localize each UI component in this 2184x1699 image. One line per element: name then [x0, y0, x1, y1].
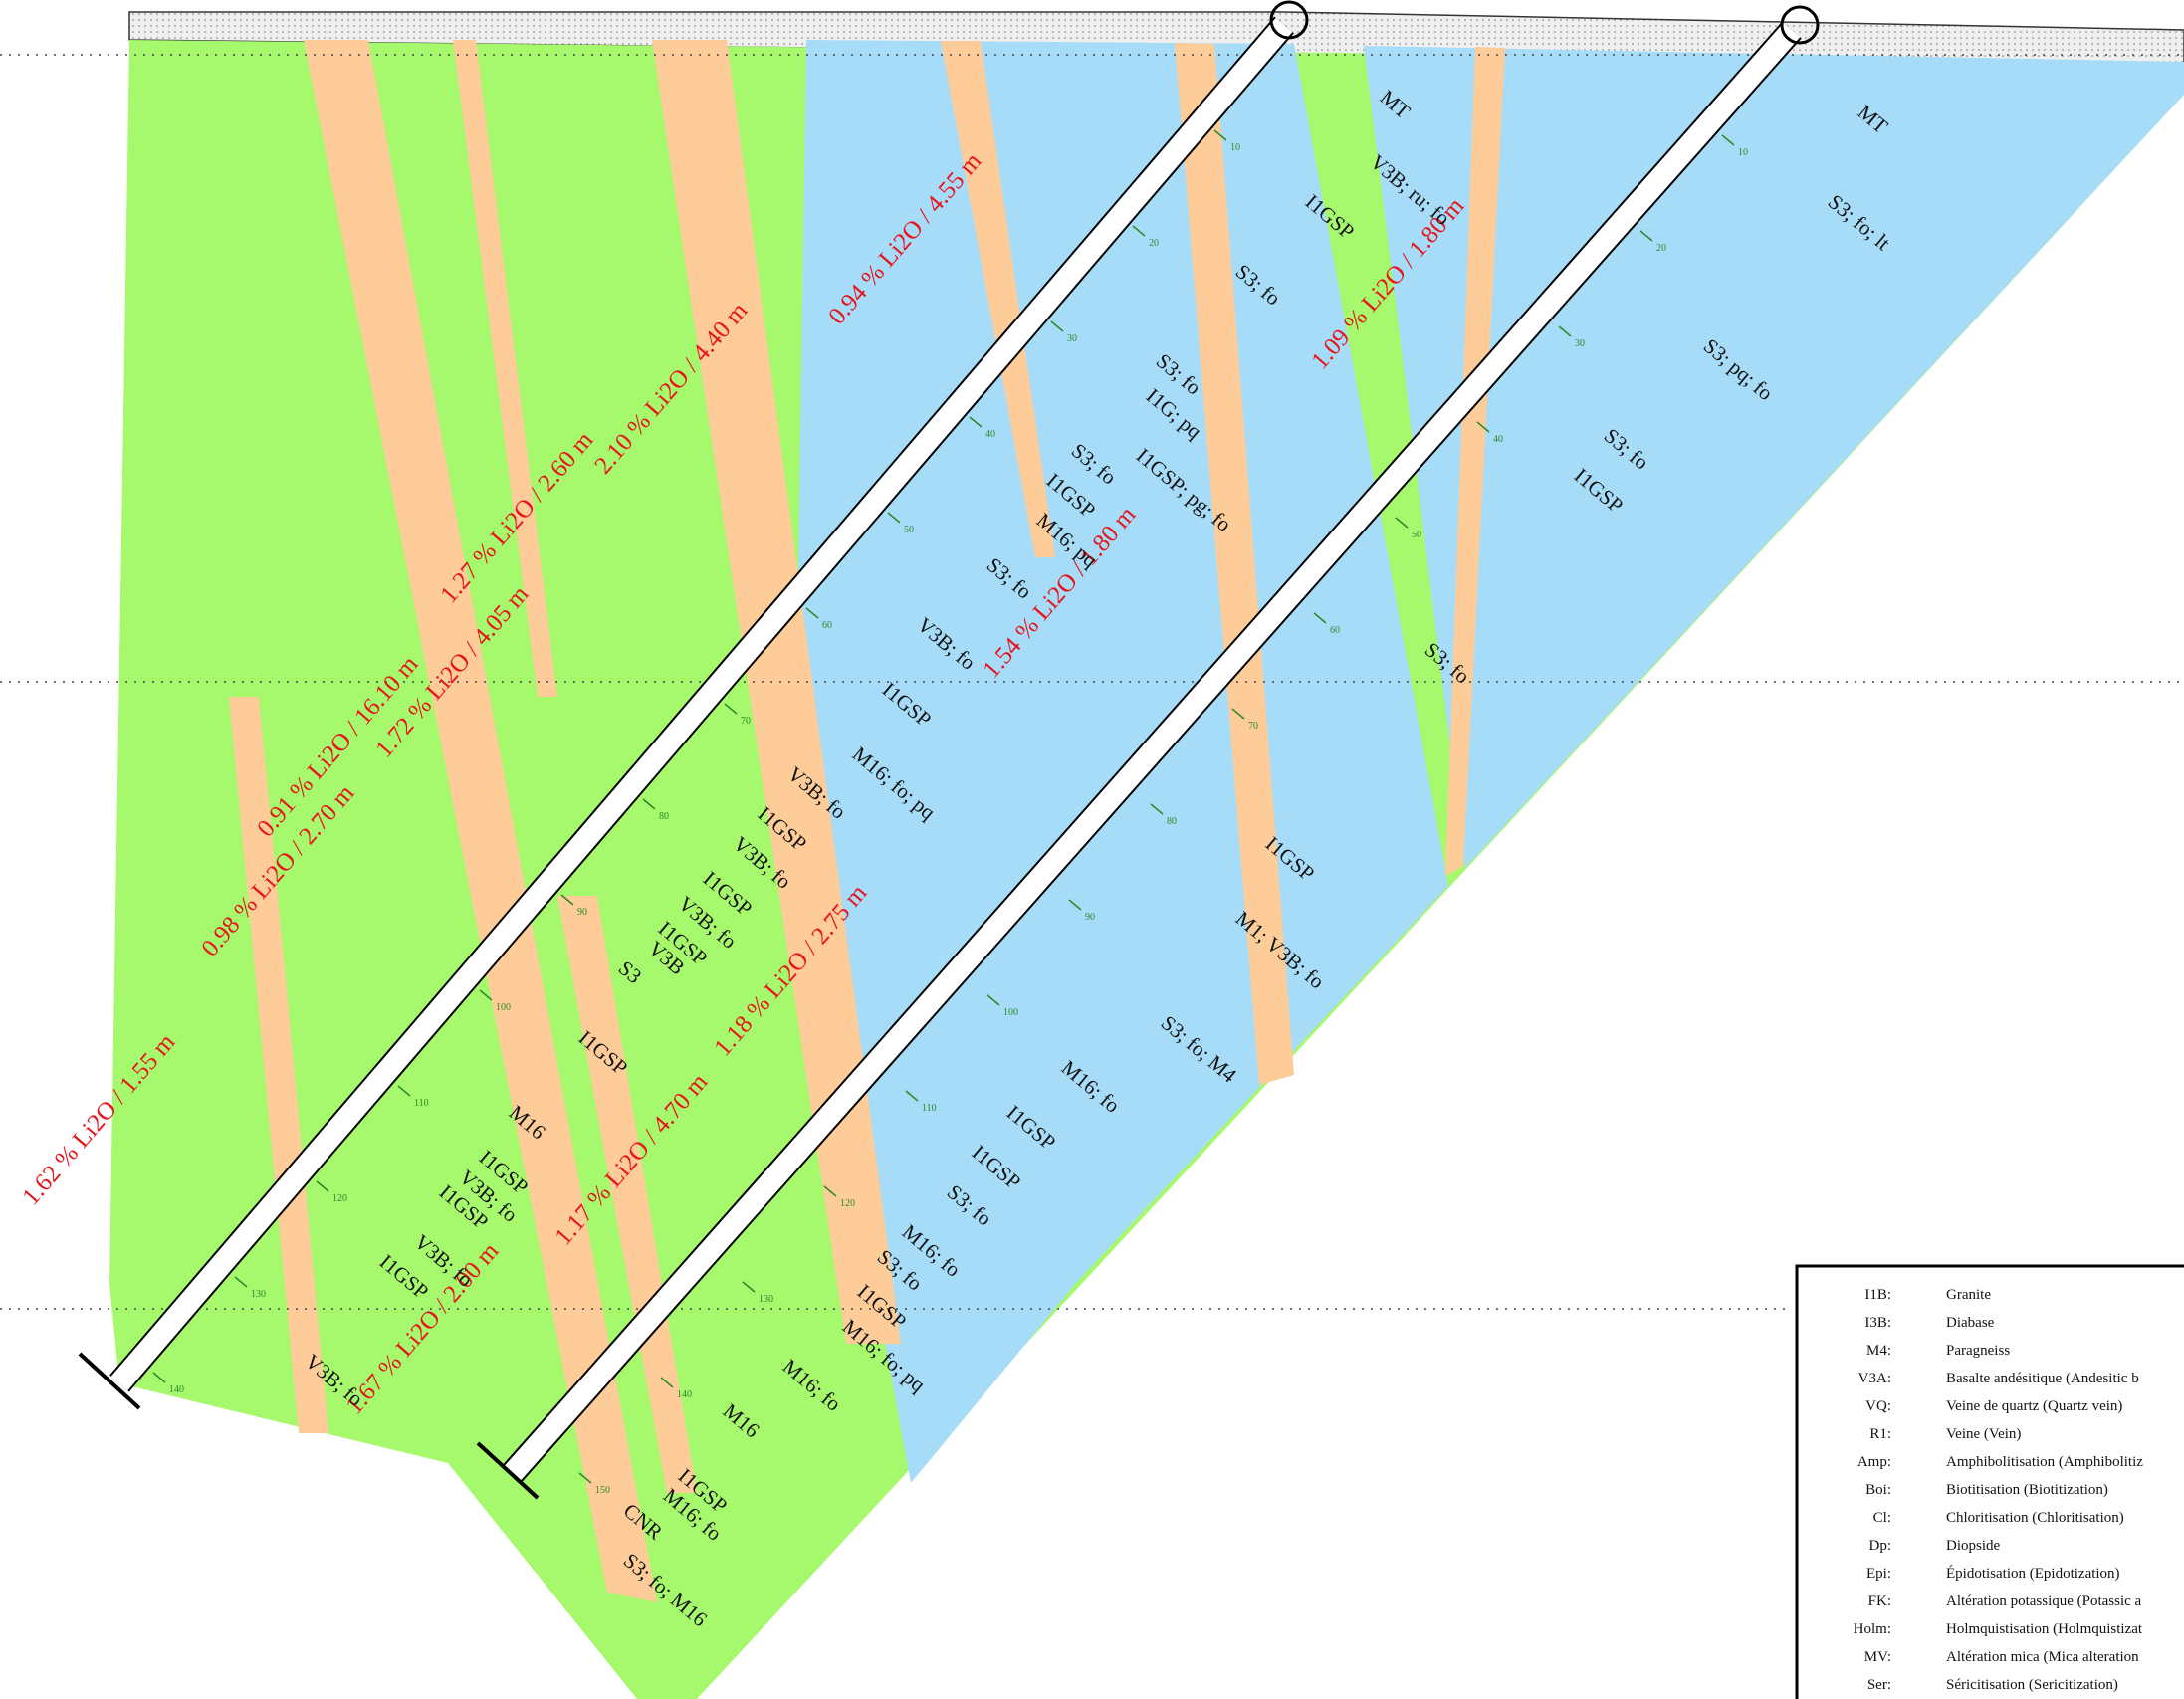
legend-text: Altération potassique (Potassic a [1946, 1593, 2142, 1609]
depth-label: 50 [1412, 530, 1421, 540]
depth-tick [986, 994, 1000, 1006]
legend-text: Altération mica (Mica alteration [1946, 1649, 2139, 1665]
overburden [128, 11, 2184, 65]
depth-tick [234, 1276, 248, 1288]
grid-line [0, 54, 2184, 1310]
depth-tick [1313, 612, 1327, 624]
depth-label: 80 [659, 811, 669, 822]
blue-unit [1364, 46, 2184, 868]
depth-label: 60 [1330, 625, 1340, 636]
depth-label: 20 [1656, 243, 1666, 254]
depth-tick [969, 416, 983, 428]
legend-text: Diabase [1946, 1315, 1995, 1331]
depth-tick [1231, 708, 1245, 720]
legend-text: Diopside [1946, 1538, 2001, 1554]
depth-label: 50 [904, 525, 914, 535]
depth-label: 120 [332, 1193, 347, 1204]
depth-label: 40 [985, 429, 995, 440]
depth-label: 140 [169, 1384, 184, 1395]
depth-tick [642, 798, 656, 810]
depth-tick [1132, 225, 1146, 237]
depth-label: 20 [1149, 238, 1159, 249]
legend-text: Paragneiss [1946, 1343, 2010, 1359]
depth-label: 70 [1248, 721, 1258, 732]
depth-tick [1395, 517, 1409, 529]
legend-code: R1: [1869, 1426, 1891, 1442]
legend-code: Boi: [1865, 1482, 1891, 1498]
depth-tick [152, 1372, 166, 1383]
depth-label: 100 [496, 1002, 511, 1013]
legend-code: Holm: [1854, 1621, 1891, 1637]
legend-code: Amp: [1857, 1454, 1891, 1470]
legend-code: I3B: [1864, 1315, 1891, 1331]
legend-text: Chloritisation (Chloritisation) [1946, 1510, 2124, 1526]
depth-label: 30 [1575, 338, 1585, 349]
depth-tick [742, 1281, 756, 1293]
drill-hole [78, 0, 1820, 1500]
legend-text: Amphibolitisation (Amphibolitiz [1946, 1454, 2143, 1470]
depth-label: 130 [759, 1294, 773, 1305]
legend-text: Épidotisation (Epidotization) [1946, 1565, 2120, 1582]
depth-label: 120 [840, 1198, 855, 1209]
depth-tick [905, 1090, 919, 1102]
depth-tick [823, 1185, 837, 1197]
depth-tick [1639, 230, 1653, 242]
legend-text: Biotitisation (Biotitization) [1946, 1482, 2108, 1498]
depth-tick [397, 1085, 411, 1097]
legend-text: Basalte andésitique (Andesitic b [1946, 1371, 2139, 1386]
depth-label: 110 [414, 1098, 429, 1109]
legend-box [1795, 1264, 2184, 1699]
depth-label: 140 [677, 1389, 692, 1400]
legend-code: M4: [1866, 1343, 1891, 1359]
depth-label: 40 [1493, 434, 1503, 445]
depth-tick [1476, 421, 1490, 433]
legend-code: Dp: [1869, 1538, 1892, 1554]
legend-code: MV: [1864, 1649, 1891, 1665]
depth-tick [1150, 803, 1164, 815]
depth-tick [805, 607, 819, 619]
depth-label: 90 [577, 907, 587, 918]
legend-code: Ser: [1867, 1677, 1891, 1693]
depth-tick [1050, 320, 1064, 332]
legend-text: Granite [1946, 1287, 1991, 1303]
depth-tick [1558, 325, 1572, 337]
depth-tick [660, 1377, 674, 1388]
depth-tick [479, 989, 493, 1001]
depth-label: 90 [1085, 912, 1095, 923]
depth-tick [887, 512, 901, 524]
legend-code: V3A: [1858, 1371, 1891, 1386]
depth-label: 150 [595, 1485, 610, 1496]
legend-code: FK: [1868, 1593, 1891, 1609]
depth-label: 100 [1003, 1007, 1018, 1018]
depth-label: 60 [822, 620, 832, 631]
legend-text: Holmquistisation (Holmquistizat [1946, 1621, 2143, 1637]
legend-text: Veine de quartz (Quartz vein) [1946, 1398, 2122, 1414]
legend-code: I1B: [1864, 1287, 1891, 1303]
legend-code: Epi: [1866, 1566, 1891, 1582]
legend-text: Veine (Vein) [1946, 1426, 2021, 1442]
depth-tick [578, 1472, 592, 1484]
legend-code: Cl: [1873, 1510, 1891, 1526]
depth-tick [1721, 134, 1735, 146]
depth-label: 70 [741, 716, 751, 727]
depth-tick [316, 1180, 329, 1192]
depth-tick [724, 703, 738, 715]
depth-tick [560, 894, 574, 906]
depth-label: 80 [1167, 816, 1177, 827]
legend-text: Séricitisation (Sericitization) [1946, 1677, 2118, 1693]
depth-label: 10 [1230, 142, 1240, 153]
legend-code: VQ: [1865, 1398, 1891, 1414]
depth-label: 30 [1067, 333, 1077, 344]
depth-label: 110 [922, 1103, 937, 1114]
pegmatite-dykes [229, 40, 1505, 1602]
depth-tick [1213, 129, 1227, 141]
depth-label: 10 [1738, 147, 1748, 158]
depth-tick [1068, 899, 1082, 911]
depth-label: 130 [251, 1289, 266, 1300]
